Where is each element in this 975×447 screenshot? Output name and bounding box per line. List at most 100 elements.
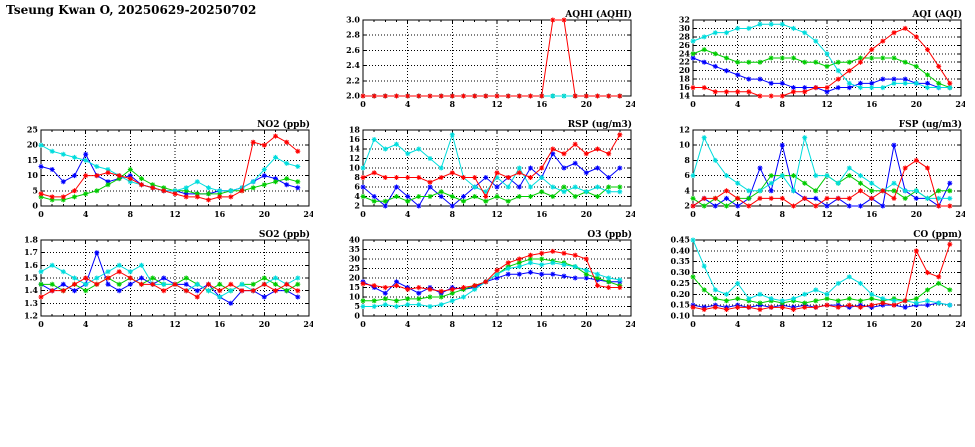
chart-co: 0.10 0.15 0.20 0.25 0.30 0.35 0.40 0.45 0 4 8 12 16 2…: [665, 228, 967, 335]
chart-title-rsp: RSP (ug/m3): [567, 120, 632, 130]
svg-text:12: 12: [491, 99, 502, 109]
svg-text:3.0: 3.0: [346, 15, 360, 25]
svg-text:28: 28: [679, 31, 691, 41]
chart-fsp: 2 4 6 8 10 12 0 4 8 12 16 20 24 FSP (ug/m3): [665, 118, 967, 225]
svg-text:0: 0: [38, 209, 44, 219]
svg-text:0: 0: [360, 209, 366, 219]
svg-text:20: 20: [911, 99, 923, 109]
svg-text:12: 12: [491, 209, 502, 219]
svg-text:24: 24: [955, 209, 965, 219]
svg-text:24: 24: [303, 319, 313, 329]
svg-text:10: 10: [349, 163, 361, 173]
svg-text:20: 20: [259, 319, 271, 329]
svg-text:18: 18: [349, 125, 361, 135]
svg-text:1.2: 1.2: [24, 311, 38, 321]
aqhi-plot-svg: 2.0 2.2 2.4 2.6 2.8 3.0 0 4 8 12 16 20 24: [346, 15, 637, 110]
svg-text:12: 12: [821, 319, 832, 329]
chart-title-fsp: FSP (ug/m3): [898, 120, 962, 130]
svg-text:16: 16: [349, 134, 361, 144]
svg-text:20: 20: [911, 209, 923, 219]
svg-text:0: 0: [32, 201, 38, 211]
svg-text:4: 4: [405, 99, 411, 109]
svg-text:8: 8: [780, 99, 786, 109]
svg-text:0.35: 0.35: [671, 256, 690, 266]
chart-no2: 0 5 10 15 20 25 0 4 8 12 16 20 24 NO2 (ppb): [13, 118, 315, 225]
svg-text:2.8: 2.8: [346, 30, 360, 40]
svg-text:8: 8: [354, 172, 360, 182]
svg-text:1.8: 1.8: [24, 235, 38, 245]
svg-text:24: 24: [955, 99, 965, 109]
svg-text:18: 18: [679, 74, 691, 84]
svg-text:16: 16: [866, 319, 878, 329]
svg-text:4: 4: [83, 209, 89, 219]
chart-o3: 0 5 10 15 20 25 30 35 40 0 4 8 12 16 20 24 O3 (ppb): [335, 228, 637, 335]
svg-text:8: 8: [450, 99, 456, 109]
svg-text:0.40: 0.40: [671, 245, 691, 255]
svg-text:20: 20: [679, 65, 691, 75]
svg-text:12: 12: [821, 99, 832, 109]
svg-text:1.5: 1.5: [24, 273, 38, 283]
svg-text:10: 10: [679, 140, 691, 150]
svg-text:0.25: 0.25: [671, 278, 690, 288]
svg-text:16: 16: [866, 209, 878, 219]
svg-text:0.15: 0.15: [671, 300, 690, 310]
svg-text:4: 4: [735, 319, 741, 329]
svg-text:10: 10: [349, 292, 361, 302]
svg-text:4: 4: [405, 209, 411, 219]
svg-text:2.2: 2.2: [346, 75, 360, 85]
svg-text:1.6: 1.6: [24, 260, 38, 270]
svg-text:12: 12: [349, 153, 360, 163]
svg-text:4: 4: [735, 99, 741, 109]
svg-text:16: 16: [536, 209, 548, 219]
svg-text:20: 20: [581, 319, 593, 329]
svg-text:2: 2: [354, 201, 360, 211]
svg-text:2: 2: [684, 201, 690, 211]
svg-text:4: 4: [735, 209, 741, 219]
svg-text:14: 14: [679, 91, 691, 101]
svg-text:26: 26: [679, 40, 691, 50]
svg-text:12: 12: [679, 125, 690, 135]
chart-title-aqi: AQI (AQI): [912, 10, 962, 20]
svg-text:4: 4: [354, 191, 360, 201]
svg-text:35: 35: [349, 244, 360, 254]
svg-text:24: 24: [625, 209, 635, 219]
svg-text:0.20: 0.20: [671, 289, 691, 299]
svg-text:0: 0: [354, 311, 360, 321]
svg-text:0.30: 0.30: [671, 267, 691, 277]
svg-text:8: 8: [780, 319, 786, 329]
svg-text:8: 8: [450, 209, 456, 219]
svg-text:25: 25: [349, 263, 360, 273]
chart-rsp: 2 4 6 8 10 12 14 16 18 0 4 8 12 16 20 24 RSP (ug/m3): [335, 118, 637, 225]
svg-text:0: 0: [360, 99, 366, 109]
svg-text:4: 4: [405, 319, 411, 329]
svg-text:16: 16: [214, 209, 226, 219]
svg-text:32: 32: [679, 15, 690, 25]
svg-text:22: 22: [679, 57, 690, 67]
page-title: Tseung Kwan O, 20250629-20250702: [6, 3, 257, 17]
svg-text:1.3: 1.3: [24, 298, 38, 308]
svg-text:12: 12: [169, 209, 180, 219]
svg-text:30: 30: [679, 23, 691, 33]
chart-aqhi: 2.0 2.2 2.4 2.6 2.8 3.0 0 4 8 12 16 20 24 AQHI (AQHI…: [335, 8, 637, 115]
svg-text:12: 12: [491, 319, 502, 329]
svg-text:16: 16: [536, 319, 548, 329]
svg-text:25: 25: [27, 125, 38, 135]
svg-text:20: 20: [259, 209, 271, 219]
svg-text:4: 4: [684, 185, 690, 195]
svg-text:14: 14: [349, 144, 361, 154]
svg-text:12: 12: [821, 209, 832, 219]
svg-text:40: 40: [349, 235, 361, 245]
svg-text:0.10: 0.10: [671, 311, 691, 321]
chart-title-o3: O3 (ppb): [587, 230, 632, 240]
svg-text:12: 12: [169, 319, 180, 329]
svg-text:20: 20: [581, 209, 593, 219]
svg-text:24: 24: [625, 99, 635, 109]
chart-title-no2: NO2 (ppb): [257, 120, 310, 130]
svg-text:0: 0: [360, 319, 366, 329]
svg-text:16: 16: [536, 99, 548, 109]
chart-aqi: 14 16 18 20 22 24 26 28 30 32 0 4 8 12 16 20 24 AQI (AQI…: [665, 8, 967, 115]
chart-so2: 1.2 1.3 1.4 1.5 1.6 1.7 1.8 0 4 8 12 16 20 24 SO2 (pp…: [13, 228, 315, 335]
